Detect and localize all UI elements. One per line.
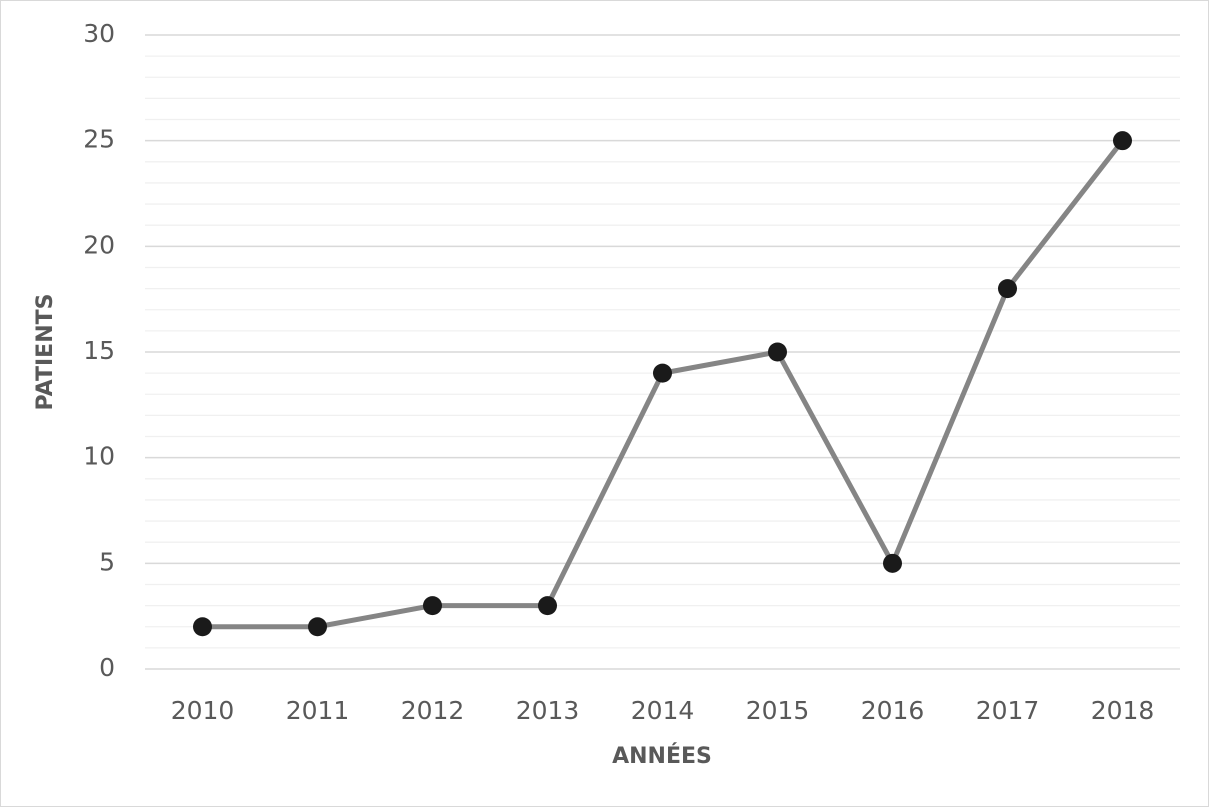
x-tick-label: 2014 xyxy=(631,696,695,725)
x-axis-title: ANNÉES xyxy=(612,743,712,769)
y-tick-label: 30 xyxy=(83,19,115,48)
marker xyxy=(193,617,212,637)
x-tick-label: 2010 xyxy=(171,696,235,725)
x-tick-label: 2011 xyxy=(286,696,350,725)
y-tick-label: 25 xyxy=(83,125,115,154)
x-tick-label: 2017 xyxy=(976,696,1040,725)
y-tick-label: 10 xyxy=(83,442,115,471)
y-axis-title: PATIENTS xyxy=(33,294,58,411)
marker xyxy=(653,363,672,383)
marker xyxy=(998,279,1017,299)
y-tick-label: 0 xyxy=(99,653,115,682)
marker xyxy=(1113,131,1132,151)
marker xyxy=(423,596,442,616)
x-tick-label: 2012 xyxy=(401,696,465,725)
x-tick-label: 2018 xyxy=(1091,696,1155,725)
x-tick-label: 2013 xyxy=(516,696,580,725)
y-tick-label: 20 xyxy=(83,230,115,259)
marker xyxy=(538,596,557,616)
y-tick-label: 15 xyxy=(83,336,115,365)
x-tick-label: 2016 xyxy=(861,696,925,725)
marker xyxy=(308,617,327,637)
marker xyxy=(768,342,787,362)
y-tick-label: 5 xyxy=(99,547,115,576)
x-tick-label: 2015 xyxy=(746,696,810,725)
marker xyxy=(883,553,902,573)
